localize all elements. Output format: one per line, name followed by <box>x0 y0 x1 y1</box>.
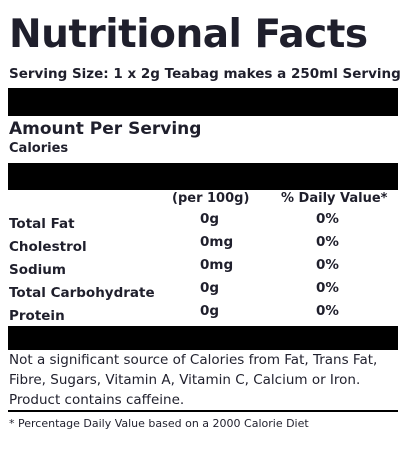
nutrient-row-cholestrol: Cholestrol 0mg 0% <box>0 234 400 258</box>
footnote: * Percentage Daily Value based on a 2000… <box>9 417 309 430</box>
nutrient-per-100g: 0g <box>200 211 220 227</box>
note-line: Product contains caffeine. <box>9 392 185 408</box>
divider-bar-bottom <box>8 326 398 350</box>
nutrient-row-sodium: Sodium 0mg 0% <box>0 257 400 281</box>
nutrient-name: Cholestrol <box>9 239 87 255</box>
nutrition-note: Not a significant source of Calories fro… <box>9 350 399 410</box>
nutrient-daily-value: 0% <box>316 234 339 250</box>
nutrient-per-100g: 0g <box>200 303 220 319</box>
page-title: Nutritional Facts <box>9 12 368 57</box>
nutrient-daily-value: 0% <box>316 280 339 296</box>
nutrient-row-protein: Protein 0g 0% <box>0 303 400 327</box>
note-line: Fibre, Sugars, Vitamin A, Vitamin C, Cal… <box>9 372 361 388</box>
calories-label: Calories <box>9 141 69 156</box>
column-header-per-100g: (per 100g) <box>172 191 250 206</box>
divider-rule <box>8 410 398 412</box>
nutrient-row-total-fat: Total Fat 0g 0% <box>0 211 400 235</box>
nutrient-name: Sodium <box>9 262 66 278</box>
divider-bar-top <box>8 88 398 116</box>
nutrient-name: Protein <box>9 308 65 324</box>
nutrient-per-100g: 0mg <box>200 234 234 250</box>
nutrient-name: Total Fat <box>9 216 75 232</box>
divider-bar-middle <box>8 163 398 190</box>
nutrient-daily-value: 0% <box>316 257 339 273</box>
amount-per-serving-heading: Amount Per Serving <box>9 119 202 139</box>
nutrient-daily-value: 0% <box>316 211 339 227</box>
nutrient-row-total-carbohydrate: Total Carbohydrate 0g 0% <box>0 280 400 304</box>
nutrient-per-100g: 0g <box>200 280 220 296</box>
column-header-daily-value: % Daily Value* <box>281 191 388 206</box>
serving-size: Serving Size: 1 x 2g Teabag makes a 250m… <box>9 66 400 82</box>
nutrient-daily-value: 0% <box>316 303 339 319</box>
nutrient-name: Total Carbohydrate <box>9 285 155 301</box>
nutrient-per-100g: 0mg <box>200 257 234 273</box>
note-line: Not a significant source of Calories fro… <box>9 352 378 368</box>
